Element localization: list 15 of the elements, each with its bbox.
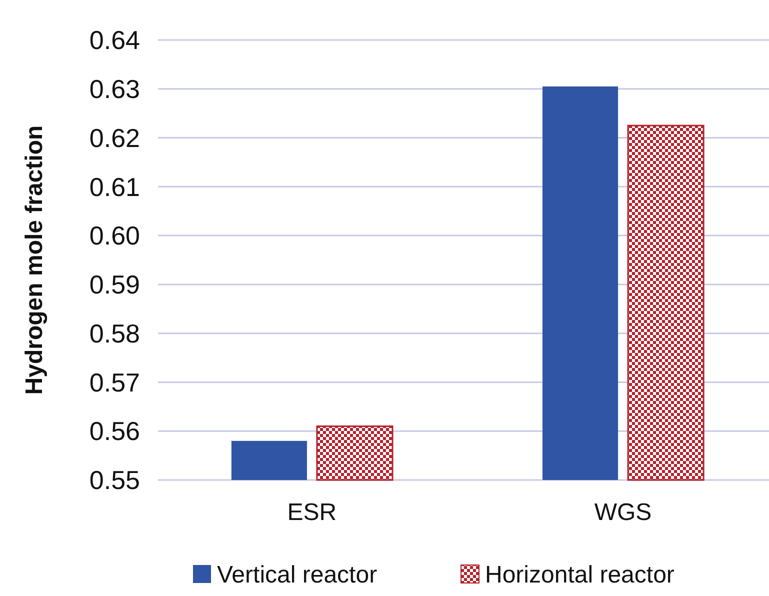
y-tick-label: 0.62 [89,122,140,153]
y-tick-label: 0.57 [89,367,140,398]
x-tick-label: WGS [594,499,652,526]
y-tick-label: 0.60 [89,220,140,251]
y-tick-label: 0.59 [89,270,140,300]
y-tick-label: 0.63 [89,74,140,104]
y-tick-label: 0.64 [89,25,140,56]
y-tick-label: 0.58 [89,318,140,348]
y-tick-label: 0.55 [89,465,140,496]
y-tick-label: 0.61 [89,172,140,202]
legend-label: Vertical reactor [217,561,378,588]
x-tick-label: ESR [287,499,337,526]
legend-label: Horizontal reactor [485,561,674,588]
y-axis-title: Hydrogen mole fraction [21,125,48,395]
y-tick-label: 0.56 [89,416,140,446]
